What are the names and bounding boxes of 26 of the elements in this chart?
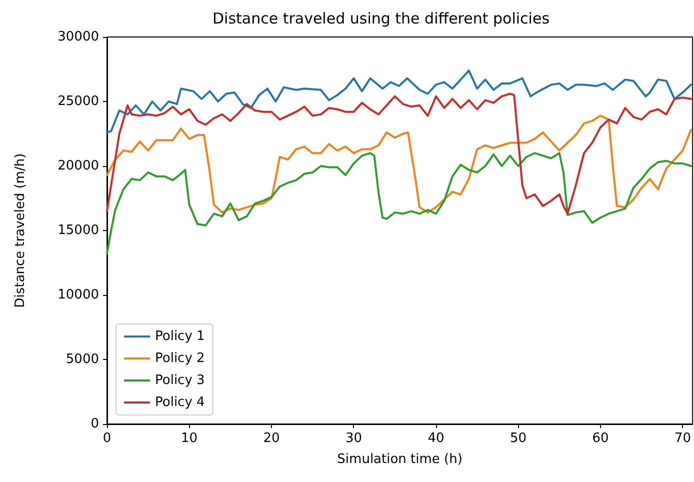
line-series: [106, 70, 692, 134]
y-tick-label: 15000: [58, 223, 99, 238]
legend-label: Policy 4: [155, 395, 205, 410]
x-tick-label: 50: [510, 431, 527, 446]
legend-label: Policy 1: [155, 329, 205, 344]
x-tick-label: 70: [674, 431, 691, 446]
y-tick-label: 10000: [58, 288, 99, 302]
x-tick-label: 20: [263, 431, 280, 446]
x-tick-label: 10: [180, 431, 198, 446]
legend-label: Policy 2: [155, 351, 205, 366]
x-tick-label: 60: [592, 431, 609, 446]
x-tick-label: 0: [102, 431, 112, 446]
y-tick-label: 5000: [66, 352, 99, 367]
x-axis-title: Simulation time (h): [337, 452, 462, 467]
y-tick-label: 25000: [58, 94, 99, 109]
chart-title: Distance traveled using the different policies: [212, 10, 550, 28]
y-tick-label: 0: [90, 416, 99, 432]
line-series: [106, 92, 692, 215]
y-tick-label: 30000: [58, 30, 99, 44]
legend-label: Policy 3: [155, 373, 205, 388]
x-tick-label: 30: [345, 431, 362, 446]
line-series: [106, 114, 692, 214]
line-series: [106, 152, 692, 255]
y-tick-label: 20000: [58, 158, 99, 174]
x-tick-label: 40: [428, 431, 444, 446]
y-axis-title: Distance traveled (m/h): [13, 153, 28, 308]
